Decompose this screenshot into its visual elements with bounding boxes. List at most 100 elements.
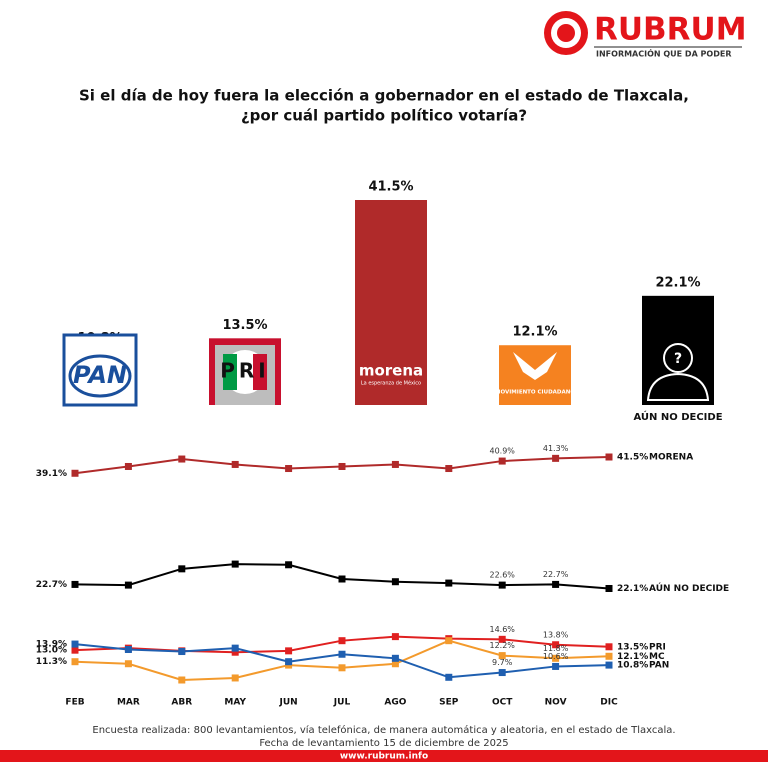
silhouette-head: [663, 343, 693, 373]
x-tick-label: DIC: [600, 698, 618, 708]
bar: [355, 200, 427, 405]
pan-logo: [62, 333, 138, 407]
data-label: 13.5%: [617, 642, 648, 652]
data-label: 39.1%: [36, 469, 67, 479]
data-label: 22.7%: [543, 570, 569, 579]
data-label: 12.1%: [617, 652, 648, 662]
point-marker: [338, 650, 346, 658]
brand-logo: RUBRUM INFORMACIÓN QUE DA PODER: [544, 11, 747, 59]
point-marker: [552, 662, 560, 670]
x-tick-label: MAR: [117, 698, 140, 708]
point-marker: [231, 674, 239, 682]
point-marker: [285, 465, 293, 473]
point-marker: [445, 673, 453, 681]
footer-note: Fecha de levantamiento 15 de diciembre d…: [259, 738, 508, 749]
bar-value-label: 12.1%: [512, 325, 557, 340]
point-marker: [231, 644, 239, 652]
point-marker: [71, 580, 79, 588]
data-label: 22.1%: [617, 584, 648, 594]
point-marker: [605, 661, 613, 669]
point-marker: [338, 637, 346, 645]
x-tick-label: FEB: [65, 698, 84, 708]
point-marker: [552, 580, 560, 588]
data-label: 13.9%: [36, 640, 67, 650]
point-marker: [391, 654, 399, 662]
footer-bar: [0, 750, 768, 762]
bar-category: PRI: [220, 359, 270, 383]
data-label: 13.0%: [36, 646, 67, 656]
point-marker: [391, 633, 399, 641]
point-marker: [231, 648, 239, 656]
data-label: 9.7%: [492, 658, 513, 667]
point-marker: [552, 654, 560, 662]
legend-label: PAN: [649, 661, 669, 671]
point-marker: [338, 575, 346, 583]
point-marker: [445, 637, 453, 645]
x-tick-label: MAY: [224, 698, 246, 708]
point-marker: [391, 460, 399, 468]
data-label: 10.8%: [617, 661, 648, 671]
bar-value-label: 41.5%: [368, 180, 413, 195]
point-marker: [498, 581, 506, 589]
point-marker: [71, 658, 79, 666]
title: ¿por cuál partido político votaría?: [241, 107, 527, 125]
bar-category: morena: [359, 362, 423, 380]
data-label: 12.2%: [489, 641, 515, 650]
footer-note: Encuesta realizada: 800 levantamientos, …: [92, 724, 675, 736]
data-label: 41.5%: [617, 453, 648, 463]
point-marker: [124, 581, 132, 589]
point-marker: [445, 579, 453, 587]
point-marker: [231, 460, 239, 468]
silhouette-body: [646, 372, 710, 401]
point-marker: [498, 669, 506, 677]
point-marker: [498, 652, 506, 660]
bar-category: AÚN NO DECIDE: [633, 410, 722, 423]
x-tick-label: ABR: [171, 698, 192, 708]
data-label: 11.3%: [36, 657, 67, 667]
logo-dot: [557, 24, 575, 42]
bar-value-label: 22.1%: [655, 275, 700, 290]
x-tick-label: NOV: [545, 698, 567, 708]
point-marker: [71, 640, 79, 648]
data-label: 41.3%: [543, 444, 569, 453]
x-tick-label: SEP: [439, 698, 459, 708]
point-marker: [178, 648, 186, 656]
pri-red: [253, 354, 267, 390]
footer-url: www.rubrum.info: [340, 752, 428, 762]
legend-label: PRI: [649, 642, 666, 652]
point-marker: [285, 658, 293, 666]
x-tick-label: JUL: [333, 698, 351, 708]
brand-tagline: INFORMACIÓN QUE DA PODER: [596, 48, 731, 59]
point-marker: [231, 560, 239, 568]
x-tick-label: JUN: [278, 698, 297, 708]
point-marker: [552, 454, 560, 462]
point-marker: [498, 635, 506, 643]
legend-label: MC: [649, 652, 665, 662]
brand-name: RUBRUM: [594, 12, 747, 48]
point-marker: [178, 455, 186, 463]
bar-category: PAN: [73, 361, 127, 389]
point-marker: [178, 565, 186, 573]
point-marker: [391, 660, 399, 668]
point-marker: [124, 462, 132, 470]
data-label: 10.6%: [543, 652, 569, 661]
x-tick-label: AGO: [384, 698, 406, 708]
data-label: 22.7%: [36, 580, 67, 590]
data-label: 40.9%: [489, 447, 515, 456]
title: Si el día de hoy fuera la elección a gob…: [79, 87, 689, 105]
pan-logo-ring: [68, 354, 132, 398]
point-marker: [552, 641, 560, 649]
point-marker: [71, 646, 79, 654]
point-marker: [285, 647, 293, 655]
data-label: 14.6%: [489, 625, 515, 634]
point-marker: [391, 578, 399, 586]
x-tick-label: OCT: [492, 698, 513, 708]
point-marker: [605, 643, 613, 651]
data-label: 13.8%: [543, 630, 569, 639]
point-marker: [605, 652, 613, 660]
point-marker: [178, 676, 186, 684]
point-marker: [71, 469, 79, 477]
point-marker: [124, 660, 132, 668]
legend-label: MORENA: [649, 453, 693, 463]
